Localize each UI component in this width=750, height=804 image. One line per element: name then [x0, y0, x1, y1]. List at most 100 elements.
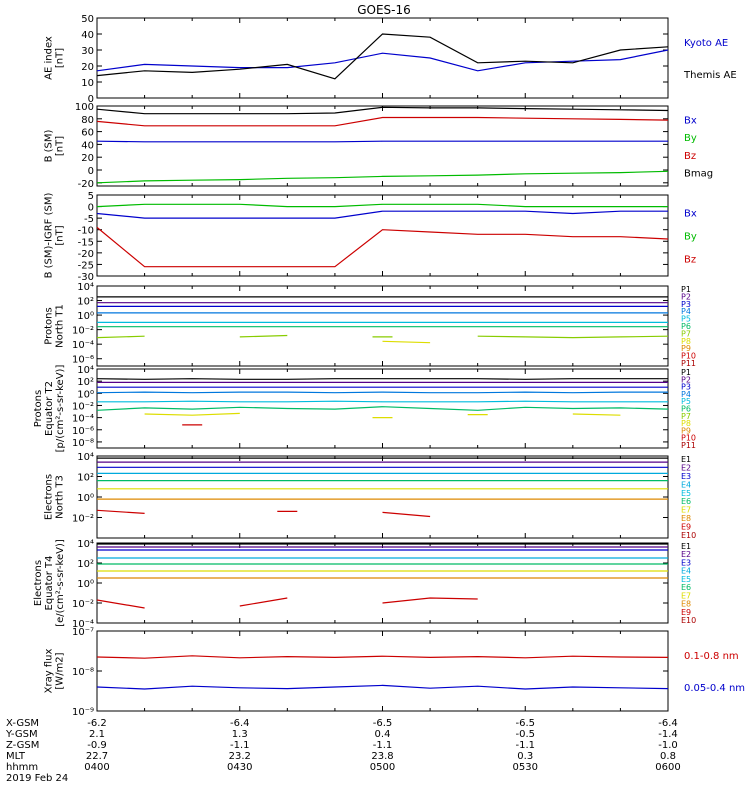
legend-kyoto-ae: Kyoto AE [684, 38, 728, 49]
ephem-row-label: X-GSM [6, 718, 39, 729]
y-tick-label: 10 [81, 78, 94, 89]
legend-e1: E1 [681, 455, 691, 464]
y-tick-label: 0 [88, 166, 94, 177]
legend-0-05-0-4-nm: 0.05-0.4 nm [684, 683, 745, 694]
series-line-p4 [96, 391, 668, 394]
series-line-e9 [382, 597, 478, 604]
legend-p11: P11 [681, 359, 696, 368]
legend-e8: E8 [681, 514, 691, 523]
series-line-p7 [144, 412, 240, 416]
y-tick-label: 10⁴ [77, 365, 94, 376]
series-line-e9 [96, 509, 145, 514]
y-tick-label: 40 [81, 30, 94, 41]
y-tick-label: 10⁴ [77, 452, 94, 463]
legend-p4: P4 [681, 390, 691, 399]
y-tick-label: 20 [81, 153, 94, 164]
legend-e6: E6 [681, 497, 691, 506]
y-axis-label: [W/m2] [55, 652, 66, 689]
legend-p9: P9 [681, 344, 691, 353]
y-tick-label: 20 [81, 62, 94, 73]
legend-e2: E2 [681, 463, 691, 472]
y-tick-label: 0 [88, 94, 94, 105]
legend-e3: E3 [681, 472, 691, 481]
legend-e7: E7 [681, 591, 691, 600]
legend-e1: E1 [681, 542, 691, 551]
panel-1: 0 10 20 30 40 50 AE index [nT] Kyoto AE Themis AE [44, 14, 737, 105]
ephem-value: 0.4 [375, 729, 391, 740]
ephem-date: 2019 Feb 24 [6, 773, 68, 784]
legend-p10: P10 [681, 434, 696, 443]
legend-e4: E4 [681, 567, 691, 576]
ephem-value: -1.4 [658, 729, 678, 740]
series-line-0-1-0-8-nm [96, 655, 669, 659]
y-axis-label: North T3 [55, 475, 66, 519]
ephem-value: 0430 [227, 762, 252, 773]
series-line-by [96, 170, 669, 184]
ephem-value: -0.9 [87, 740, 107, 751]
ephem-value: -6.4 [658, 718, 678, 729]
legend-p1: P1 [681, 368, 691, 377]
y-axis-label: Electrons [44, 474, 55, 520]
panel-frame [96, 17, 669, 99]
ephem-row-label: hhmm [6, 762, 38, 773]
ephem-value: -6.2 [87, 718, 107, 729]
series-line-0-05-0-4-nm [96, 684, 669, 690]
y-tick-label: 10⁻⁶ [72, 426, 94, 437]
legend-p3: P3 [681, 300, 691, 309]
y-tick-label: -25 [78, 260, 94, 271]
ephem-value: -1.1 [373, 740, 393, 751]
legend-p5: P5 [681, 397, 691, 406]
legend-e8: E8 [681, 600, 691, 609]
y-tick-label: 40 [81, 140, 94, 151]
ephem-value: 22.7 [86, 751, 108, 762]
y-tick-label: 10⁻⁸ [72, 667, 94, 678]
y-tick-label: 10⁻⁷ [72, 627, 94, 638]
y-axis-label: [e/(cm²-s-sr-keV)] [55, 539, 66, 627]
y-tick-label: 10⁰ [77, 311, 94, 322]
legend-e6: E6 [681, 583, 691, 592]
y-tick-label: 80 [81, 115, 94, 126]
panel-3: -30-25-20-15-10-505 B (SM)-IGRF (SM) [nT] B… [44, 191, 697, 283]
legend-bx: Bx [684, 208, 697, 219]
series-line-themis-ae [96, 33, 669, 80]
y-tick-label: 10⁻² [72, 599, 94, 610]
y-tick-label: 10⁻² [72, 401, 94, 412]
y-axis-label: North T1 [55, 304, 66, 348]
y-axis-label: Protons [33, 390, 44, 427]
legend-themis-ae: Themis AE [683, 70, 737, 81]
series-line-kyoto-ae [96, 49, 669, 72]
legend-p6: P6 [681, 405, 691, 414]
series-line-bz [96, 116, 669, 127]
y-axis-label: Electrons [33, 560, 44, 606]
ephem-value: 0600 [655, 762, 680, 773]
ephem-value: -6.4 [230, 718, 250, 729]
legend-p7: P7 [681, 329, 691, 338]
y-axis-label: B (SM)-IGRF (SM) [44, 193, 55, 279]
y-axis-label: [nT] [55, 48, 66, 68]
y-tick-label: 10⁻⁴ [72, 340, 94, 351]
series-line-p8 [382, 340, 431, 344]
y-tick-label: 10⁻⁸ [72, 438, 94, 449]
y-tick-label: 10⁻² [72, 326, 94, 337]
legend-p9: P9 [681, 426, 691, 435]
legend-p8: P8 [681, 419, 691, 428]
legend-e7: E7 [681, 506, 691, 515]
y-tick-label: 10² [77, 473, 94, 484]
legend-e10: E10 [681, 616, 696, 625]
series-line-p7 [477, 335, 669, 339]
series-line-p7 [239, 334, 288, 338]
series-line-bmag [96, 106, 669, 115]
series-line-p5 [97, 400, 668, 403]
y-tick-label: 10⁰ [77, 493, 94, 504]
legend-p7: P7 [681, 412, 691, 421]
series-line-by [96, 203, 668, 208]
y-tick-label: 60 [81, 128, 94, 139]
y-axis-label: [nT] [55, 225, 66, 245]
series-line-bx [96, 140, 668, 143]
y-tick-label: 10⁻⁴ [72, 414, 94, 425]
legend-bx: Bx [684, 115, 697, 126]
panel-frame [96, 285, 669, 367]
